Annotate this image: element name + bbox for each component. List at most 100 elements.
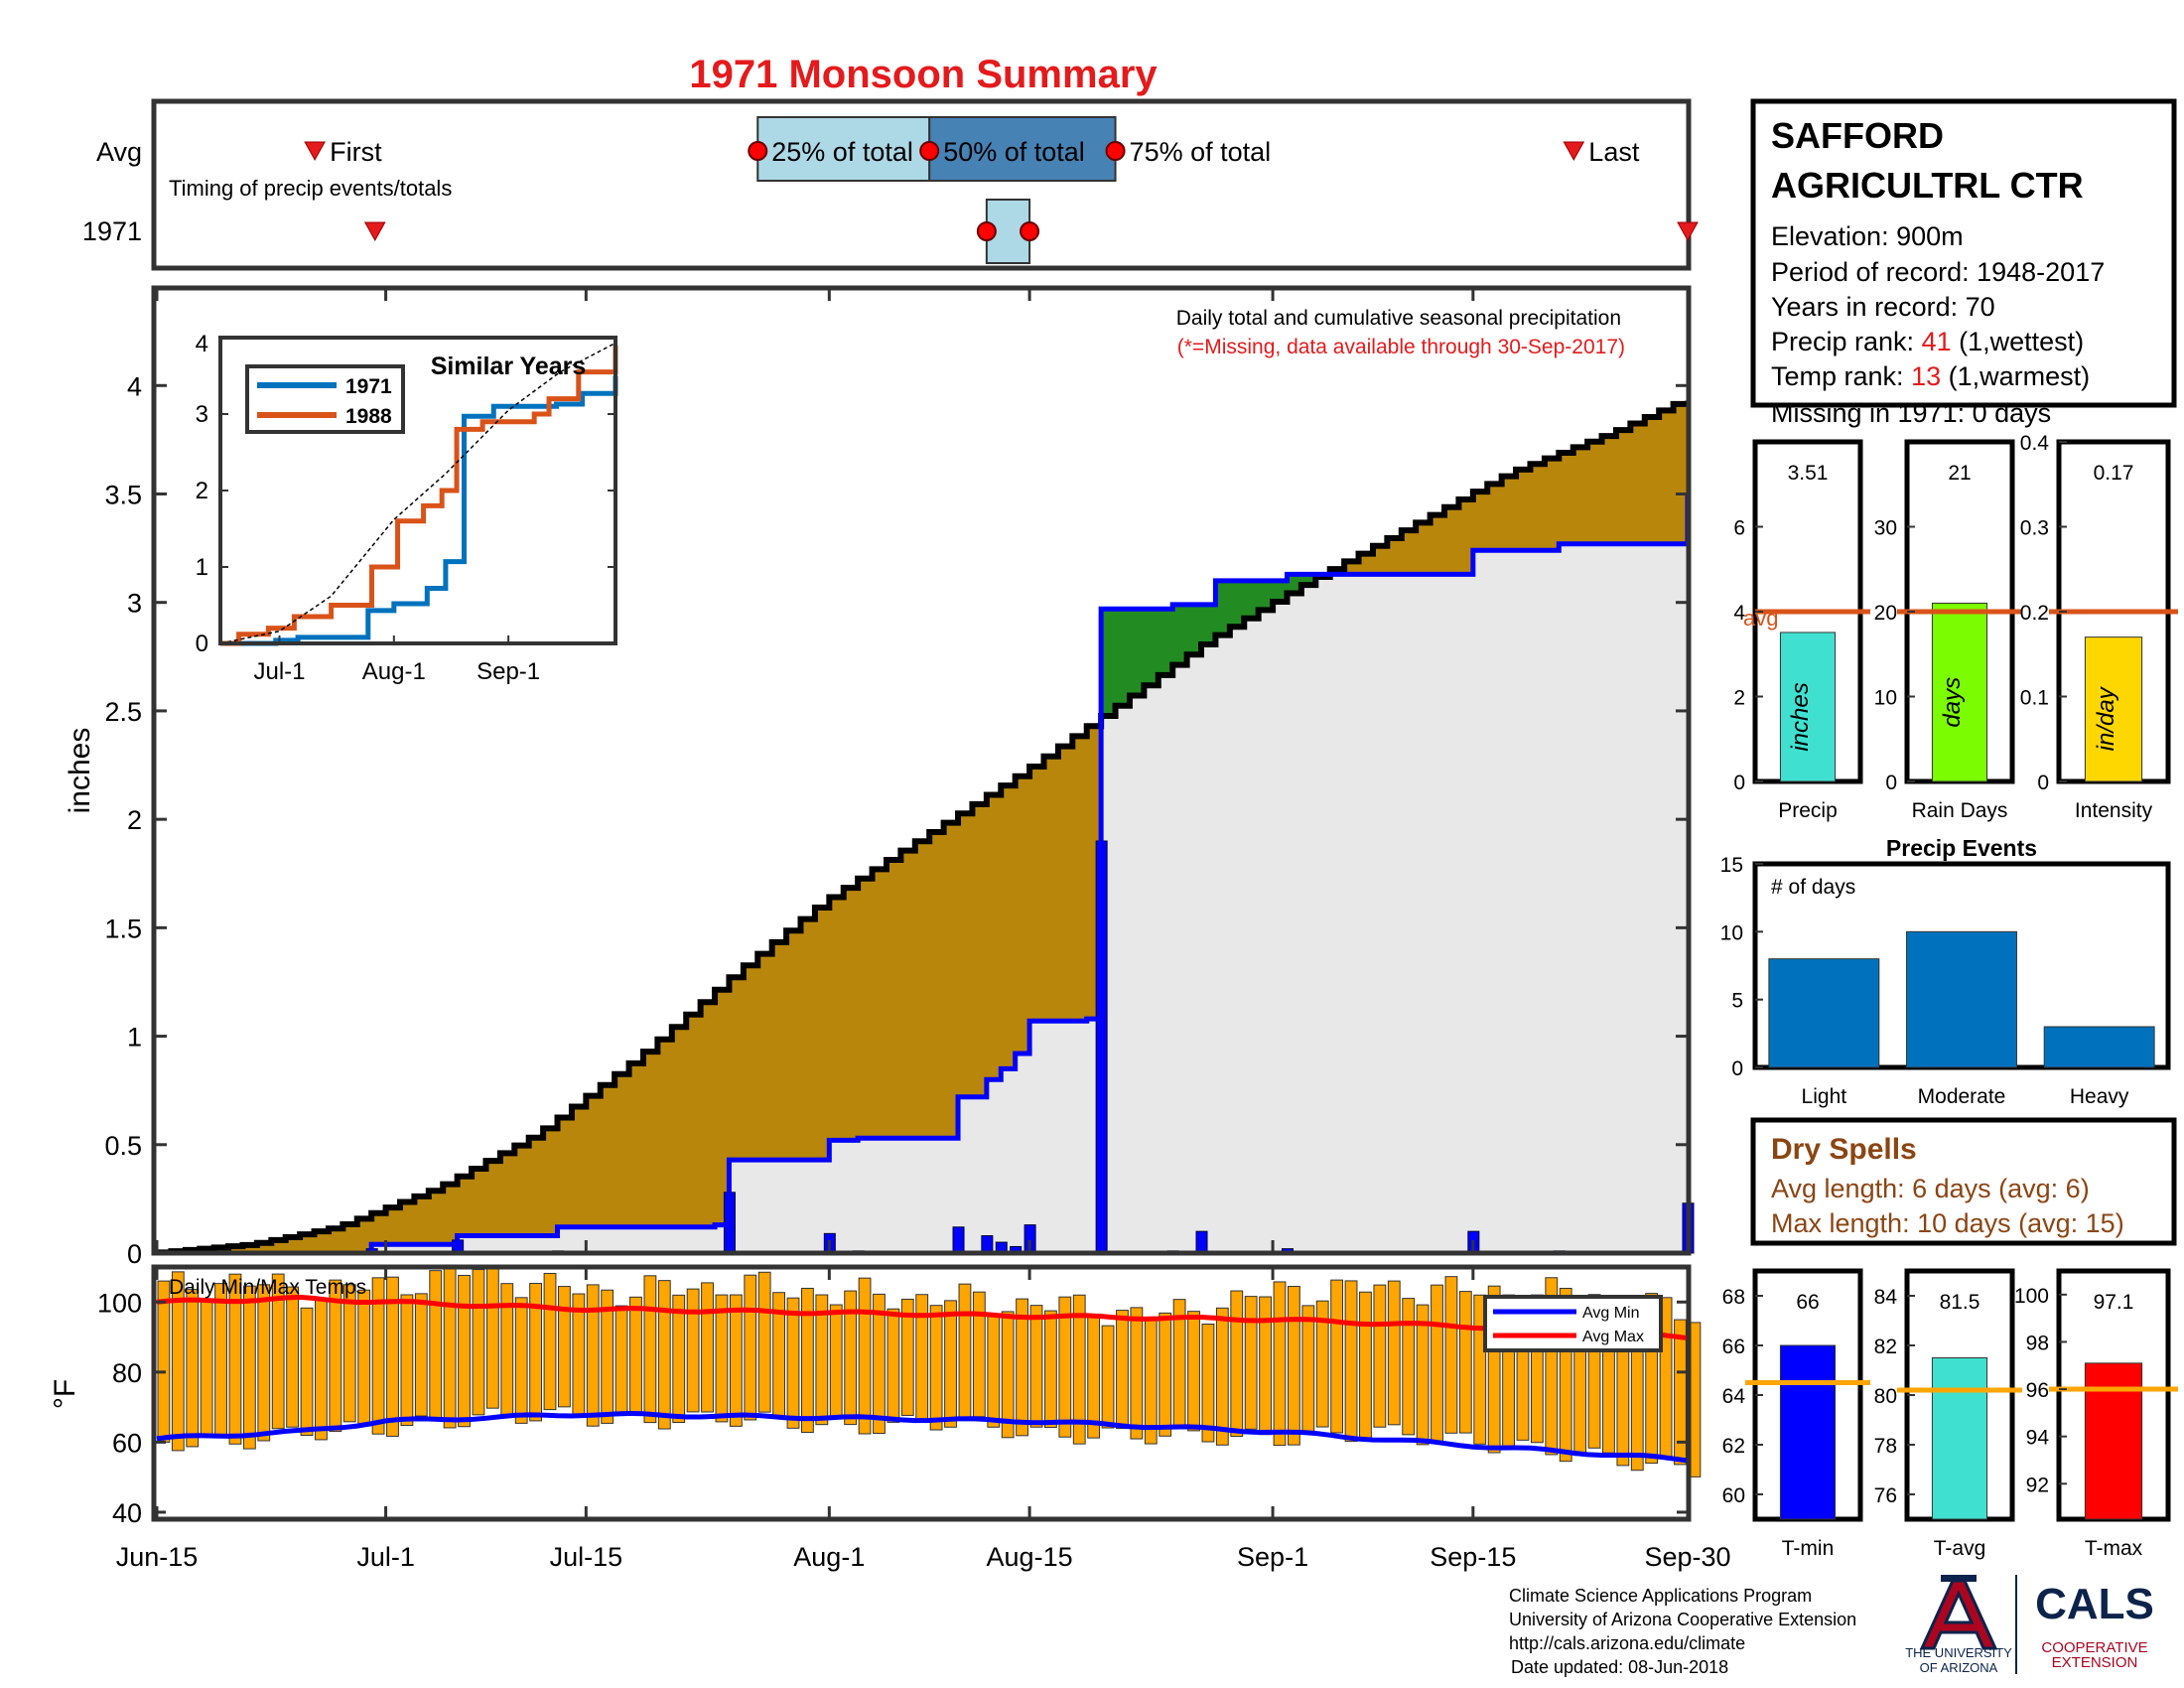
daily-temp-bar (1416, 1304, 1430, 1446)
inset-axes: 0 1 2 3 4 Jul-1 Aug-1 Sep-1 (196, 331, 615, 685)
inset-legend-label-1988: 1988 (345, 405, 392, 428)
tmax_bar-y-tick-label: 98 (2026, 1332, 2049, 1354)
tmax_bar-y-tick-label: 94 (2026, 1427, 2050, 1450)
tavg_bar-y-tick-label: 82 (1874, 1336, 1897, 1358)
daily-temp-bar (1244, 1296, 1258, 1430)
inset-legend-label-1971: 1971 (345, 375, 392, 398)
temps-y-label: °F (49, 1379, 81, 1409)
avg-max-line (156, 1294, 1689, 1341)
date-x-tick-label: Sep-1 (1237, 1542, 1308, 1572)
station-info: SAFFORD AGRICULTRL CTR Elevation: 900m P… (1750, 98, 2177, 428)
daily-temp-bar (458, 1274, 471, 1428)
year-last-marker (1677, 221, 1699, 242)
daily-temp-bar (686, 1288, 700, 1413)
raindays_bar-y-tick-label: 20 (1874, 602, 1897, 625)
inset-y-tick-label: 0 (196, 631, 208, 657)
raindays_bar-bar (1931, 602, 1988, 782)
daily-temp-bar (873, 1293, 886, 1435)
precip-rank-prefix: Precip rank: (1771, 327, 1922, 356)
main-y-tick-label: 0 (127, 1239, 142, 1269)
main-note-line1: Daily total and cumulative seasonal prec… (1176, 307, 1621, 330)
avg-q25-q50-box (756, 116, 931, 182)
main-y-tick-label: 2.5 (104, 697, 142, 727)
daily-temp-bar (1444, 1276, 1458, 1434)
inset-title: Similar Years (431, 352, 587, 380)
ua-logo-text1: THE UNIVERSITY (1905, 1645, 2012, 1660)
footer-line3: http://cals.arizona.edu/climate (1509, 1633, 1745, 1653)
inset-line-1971 (220, 375, 618, 646)
tmin_bar-y-tick-label: 66 (1722, 1336, 1745, 1358)
precip-rank-suffix: (1,wettest) (1952, 327, 2085, 356)
date-x-tick-label: Sep-15 (1430, 1542, 1516, 1572)
daily-temp-bar (944, 1300, 957, 1428)
tmax_bar-y-tick-label: 92 (2026, 1474, 2049, 1496)
daily-temp-bar (386, 1276, 399, 1437)
main-y-tick-label: 2 (127, 805, 142, 835)
precip_bar-y-tick-label: 4 (1733, 602, 1745, 625)
main-y-tick-label: 0.5 (104, 1131, 142, 1161)
daily-temp-bar (1315, 1300, 1329, 1428)
main-y-tick-label: 4 (127, 371, 142, 401)
dry-spells-box: Dry Spells Avg length: 6 days (avg: 6) M… (1750, 1117, 2177, 1246)
inset-line-1988 (220, 345, 618, 646)
intensity_bar-bar (2084, 636, 2143, 782)
avg-cumulative-line (157, 400, 1691, 1256)
tmax_bar-y-tick-label: 96 (2026, 1379, 2049, 1402)
cals-sub2: EXTENSION (2052, 1654, 2138, 1671)
daily-temp-bar (701, 1282, 714, 1413)
precip_bar-y-tick-label: 6 (1733, 517, 1745, 540)
precip_bar-unit-label: inches (1787, 682, 1814, 751)
date-x-tick-label: Jul-1 (356, 1542, 415, 1572)
daily-temp-bar (657, 1280, 671, 1430)
station-name-line2: AGRICULTRL CTR (1771, 165, 2084, 206)
temps-y-axis: 40 60 80 100 (97, 1288, 1689, 1528)
daily-temp-bar (472, 1269, 485, 1416)
inset-y-tick-label: 2 (196, 478, 208, 504)
main-y-tick-label: 1.5 (104, 914, 142, 943)
daily-temp-bar (1116, 1310, 1129, 1430)
avg-min-line (156, 1410, 1689, 1464)
tmin_bar-bar (1779, 1344, 1837, 1520)
dry-spells-title: Dry Spells (1771, 1133, 1917, 1166)
daily-temp-bar (1087, 1317, 1101, 1439)
daily-precip-bar (981, 1235, 994, 1254)
daily-temp-bar (1359, 1291, 1372, 1440)
ua-logo-text2: OF ARIZONA (1920, 1660, 1998, 1675)
daily-temp-bar (987, 1313, 1001, 1428)
daily-temp-bar (558, 1286, 571, 1408)
inset-legend: 1971 1988 (245, 364, 405, 434)
precip-events-title: Precip Events (1886, 835, 2037, 861)
daily-temp-bar (242, 1285, 256, 1450)
temps-legend-label-min: Avg Min (1582, 1305, 1640, 1322)
daily-temp-bar (329, 1279, 342, 1433)
station-info-frame (1750, 98, 2177, 408)
intensity_bar-y-tick-label: 0 (2037, 772, 2049, 794)
daily-temp-bar (858, 1277, 872, 1435)
daily-temp-bar (1344, 1280, 1358, 1443)
intensity_bar-y-tick-label: 0.1 (2020, 687, 2049, 710)
precip_bar-category-label: Precip (1778, 799, 1838, 822)
avg-first-marker (304, 141, 326, 162)
tavg_bar-y-tick-label: 76 (1874, 1484, 1897, 1507)
below-both-fill (157, 493, 1688, 1253)
avg-first-label: First (330, 137, 382, 167)
daily-temp-bar (929, 1305, 943, 1431)
tavg_bar-y-tick-label: 80 (1874, 1385, 1897, 1408)
inset-x-tick-label: Jul-1 (253, 658, 305, 685)
timing-marks: First 25% of total 50% of total 75% of tota… (304, 116, 1699, 264)
daily-temp-bar (1458, 1291, 1472, 1434)
daily-temp-bar (214, 1283, 227, 1436)
precip-events-bar (1768, 958, 1880, 1068)
avg-p50-marker (919, 141, 940, 161)
daily-temp-bar (400, 1294, 414, 1427)
daily-temp-bar (257, 1284, 271, 1442)
tmax_bar-bar (2084, 1362, 2143, 1520)
precip-main-y-label: inches (64, 728, 96, 814)
daily-temp-bar (1473, 1294, 1487, 1445)
daily-temp-bar (1587, 1294, 1601, 1449)
date-x-tick-label: Sep-30 (1644, 1542, 1730, 1572)
daily-temp-bar (1674, 1319, 1687, 1466)
daily-temp-bar (1545, 1277, 1559, 1456)
daily-temp-bar (614, 1305, 628, 1415)
